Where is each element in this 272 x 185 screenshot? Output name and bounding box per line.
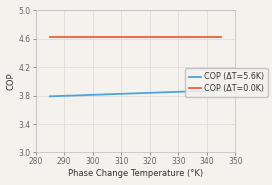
Y-axis label: COP: COP xyxy=(7,73,16,90)
Legend: COP (ΔT=5.6K), COP (ΔT=0.0K): COP (ΔT=5.6K), COP (ΔT=0.0K) xyxy=(186,68,268,97)
X-axis label: Phase Change Temperature (°K): Phase Change Temperature (°K) xyxy=(68,169,203,178)
